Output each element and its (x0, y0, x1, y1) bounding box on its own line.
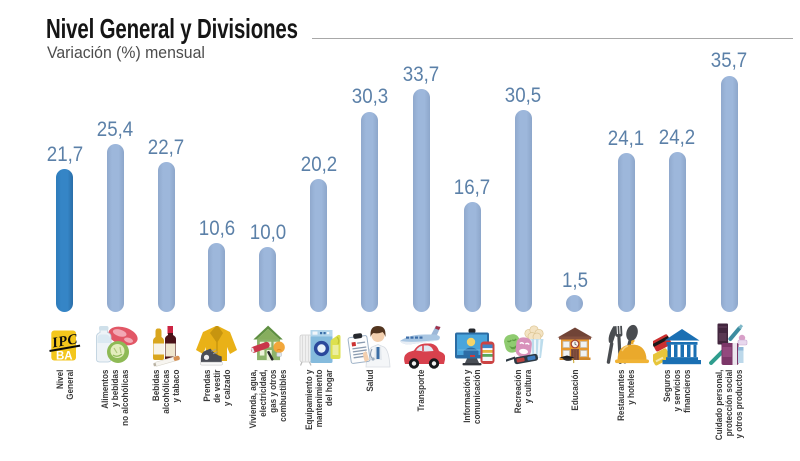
svg-text:BA: BA (56, 351, 73, 363)
